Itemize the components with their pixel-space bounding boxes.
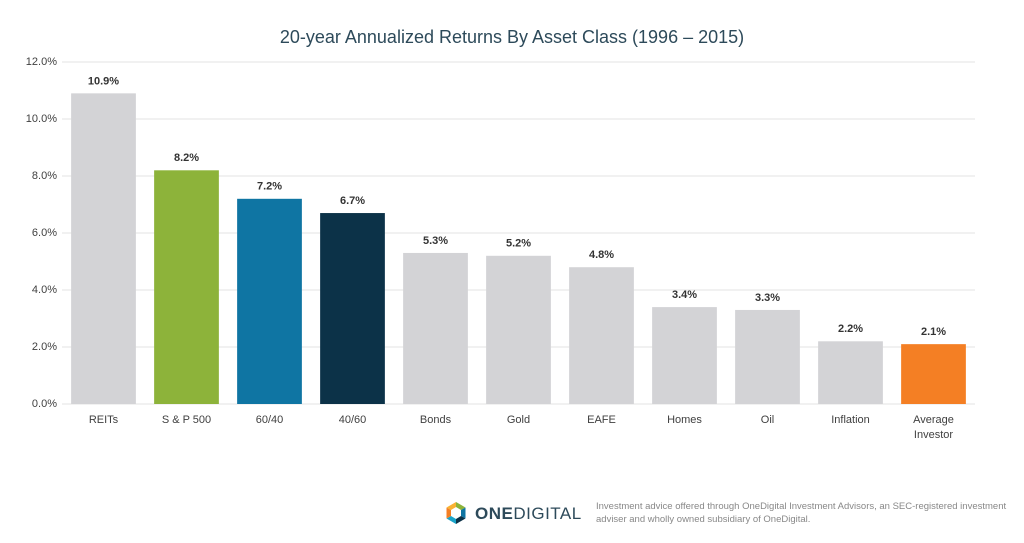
- bar: [486, 255, 551, 404]
- bar: [237, 198, 302, 404]
- y-tick-label: 8.0%: [32, 170, 57, 182]
- bar: [735, 309, 800, 404]
- x-tick-label: REITs: [88, 414, 119, 426]
- bar: [320, 213, 385, 404]
- value-label: 3.3%: [755, 292, 780, 304]
- bar: [652, 307, 717, 404]
- value-label: 8.2%: [174, 152, 199, 164]
- y-tick-label: 2.0%: [32, 341, 57, 353]
- chart-title: 20-year Annualized Returns By Asset Clas…: [280, 27, 744, 47]
- value-label: 7.2%: [257, 181, 282, 193]
- y-tick-label: 6.0%: [32, 227, 57, 239]
- disclaimer: Investment advice offered through OneDig…: [596, 501, 1007, 525]
- bar: [403, 252, 468, 404]
- value-label: 5.2%: [506, 238, 531, 250]
- bar: [818, 341, 883, 404]
- value-label: 2.2%: [838, 323, 863, 335]
- logo-bold: ONE: [475, 504, 514, 523]
- x-tick-label: 60/40: [255, 414, 284, 426]
- value-label: 6.7%: [340, 195, 365, 207]
- value-label: 3.4%: [672, 289, 697, 301]
- y-tick-label: 12.0%: [26, 56, 57, 68]
- value-label: 2.1%: [921, 326, 946, 338]
- bar: [71, 93, 136, 404]
- x-tick-label: EAFE: [587, 414, 616, 426]
- logo-icon: [446, 502, 466, 524]
- bar: [154, 170, 219, 404]
- x-tick-label: Bonds: [419, 414, 452, 426]
- bar: [569, 267, 634, 404]
- logo: ONEDIGITAL: [475, 504, 582, 524]
- value-label: 4.8%: [589, 249, 614, 261]
- x-tick-label: S & P 500: [161, 414, 212, 426]
- x-tick-label: Average Investor: [913, 414, 954, 441]
- x-tick-label: Gold: [506, 414, 531, 426]
- logo-light: DIGITAL: [513, 504, 582, 523]
- x-tick-label: Homes: [667, 414, 702, 426]
- y-tick-label: 4.0%: [32, 284, 57, 296]
- value-label: 10.9%: [88, 75, 119, 87]
- bar: [901, 344, 966, 404]
- x-tick-label: 40/60: [338, 414, 367, 426]
- value-label: 5.3%: [423, 235, 448, 247]
- x-tick-label: Oil: [760, 414, 775, 426]
- y-tick-label: 0.0%: [32, 398, 57, 410]
- x-tick-label: Inflation: [831, 414, 870, 426]
- y-tick-label: 10.0%: [26, 113, 57, 125]
